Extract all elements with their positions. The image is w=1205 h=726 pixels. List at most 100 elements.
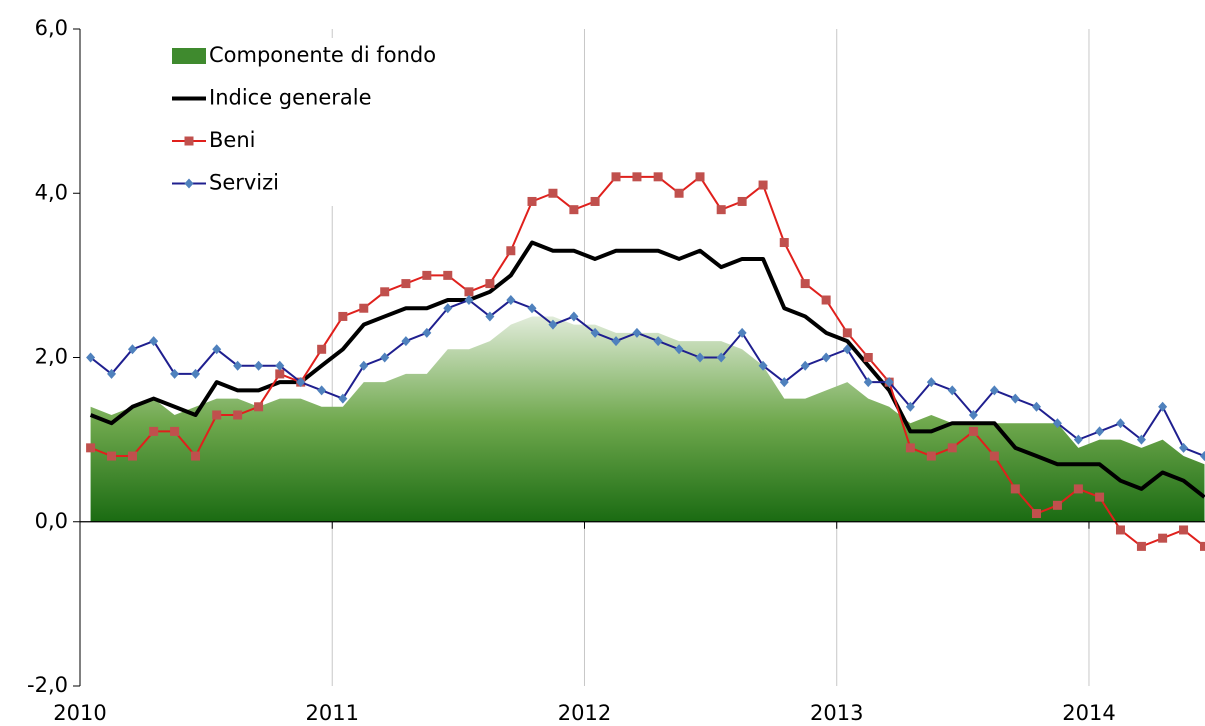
x-tick-label: 2014 bbox=[1062, 701, 1115, 725]
marker bbox=[380, 287, 390, 297]
marker bbox=[443, 270, 453, 280]
marker bbox=[1095, 492, 1105, 502]
marker bbox=[926, 451, 936, 461]
marker bbox=[716, 205, 726, 215]
y-tick-label: 0,0 bbox=[35, 509, 68, 533]
marker bbox=[695, 352, 705, 363]
area bbox=[90, 316, 1205, 522]
marker bbox=[926, 377, 936, 388]
marker bbox=[611, 172, 621, 182]
marker bbox=[758, 360, 768, 371]
marker bbox=[989, 385, 999, 396]
marker bbox=[842, 328, 852, 338]
marker bbox=[674, 344, 684, 355]
x-tick-label: 2012 bbox=[558, 701, 611, 725]
marker bbox=[632, 172, 642, 182]
x-tick-label: 2013 bbox=[810, 701, 863, 725]
marker bbox=[1095, 426, 1105, 437]
marker bbox=[1010, 484, 1020, 494]
y-tick-label: -2,0 bbox=[27, 673, 68, 697]
marker bbox=[1179, 525, 1189, 535]
marker bbox=[254, 360, 264, 371]
y-tick-label: 4,0 bbox=[35, 180, 68, 204]
legend-marker bbox=[184, 178, 194, 189]
marker bbox=[485, 311, 495, 322]
marker bbox=[149, 426, 159, 436]
marker bbox=[527, 303, 537, 314]
marker bbox=[107, 451, 117, 461]
x-tick-label: 2011 bbox=[306, 701, 359, 725]
marker bbox=[737, 327, 747, 338]
marker bbox=[338, 393, 348, 404]
marker bbox=[800, 279, 810, 289]
marker bbox=[968, 409, 978, 420]
marker bbox=[737, 196, 747, 206]
marker bbox=[86, 443, 96, 453]
marker bbox=[275, 360, 285, 371]
marker bbox=[1052, 418, 1062, 429]
legend-label: Beni bbox=[209, 128, 255, 152]
marker bbox=[905, 443, 915, 453]
marker bbox=[86, 352, 96, 363]
marker bbox=[716, 352, 726, 363]
marker bbox=[401, 279, 411, 289]
marker bbox=[653, 172, 663, 182]
marker bbox=[443, 303, 453, 314]
marker bbox=[821, 295, 831, 305]
marker bbox=[569, 311, 579, 322]
marker bbox=[779, 238, 789, 248]
y-tick-label: 2,0 bbox=[35, 345, 68, 369]
marker bbox=[170, 426, 180, 436]
marker bbox=[422, 327, 432, 338]
marker bbox=[1052, 500, 1062, 510]
legend-swatch bbox=[172, 48, 206, 64]
marker bbox=[1073, 434, 1083, 445]
marker bbox=[212, 410, 222, 420]
marker bbox=[464, 287, 474, 297]
marker bbox=[1199, 541, 1205, 551]
marker bbox=[422, 270, 432, 280]
marker bbox=[1136, 541, 1146, 551]
marker bbox=[401, 336, 411, 347]
marker bbox=[506, 295, 516, 306]
marker bbox=[968, 426, 978, 436]
marker bbox=[359, 303, 369, 313]
legend-label: Servizi bbox=[209, 171, 279, 195]
marker bbox=[905, 401, 915, 412]
marker bbox=[1179, 442, 1189, 453]
marker bbox=[233, 410, 243, 420]
legend-background bbox=[165, 38, 465, 206]
marker bbox=[1158, 401, 1168, 412]
marker bbox=[254, 402, 264, 412]
marker bbox=[842, 344, 852, 355]
marker bbox=[1032, 401, 1042, 412]
marker bbox=[296, 377, 306, 388]
marker bbox=[1073, 484, 1083, 494]
marker bbox=[632, 327, 642, 338]
marker bbox=[590, 327, 600, 338]
marker bbox=[779, 377, 789, 388]
line bbox=[89, 240, 1205, 499]
marker bbox=[863, 377, 873, 388]
marker bbox=[674, 188, 684, 198]
legend: Componente di fondo Indice generale Beni Se… bbox=[165, 38, 465, 206]
legend-label: Indice generale bbox=[209, 86, 372, 110]
marker bbox=[758, 180, 768, 190]
y-tick-label: 6,0 bbox=[35, 16, 68, 40]
marker bbox=[611, 336, 621, 347]
marker bbox=[1115, 418, 1125, 429]
marker bbox=[1136, 434, 1146, 445]
marker bbox=[317, 344, 327, 354]
legend-label: Componente di fondo bbox=[209, 43, 436, 67]
marker bbox=[1115, 525, 1125, 535]
marker bbox=[380, 352, 390, 363]
marker bbox=[191, 368, 201, 379]
marker bbox=[1032, 509, 1042, 519]
marker bbox=[548, 188, 558, 198]
marker bbox=[548, 319, 558, 330]
marker bbox=[317, 385, 327, 396]
marker bbox=[170, 368, 180, 379]
marker bbox=[695, 172, 705, 182]
marker bbox=[338, 311, 348, 321]
